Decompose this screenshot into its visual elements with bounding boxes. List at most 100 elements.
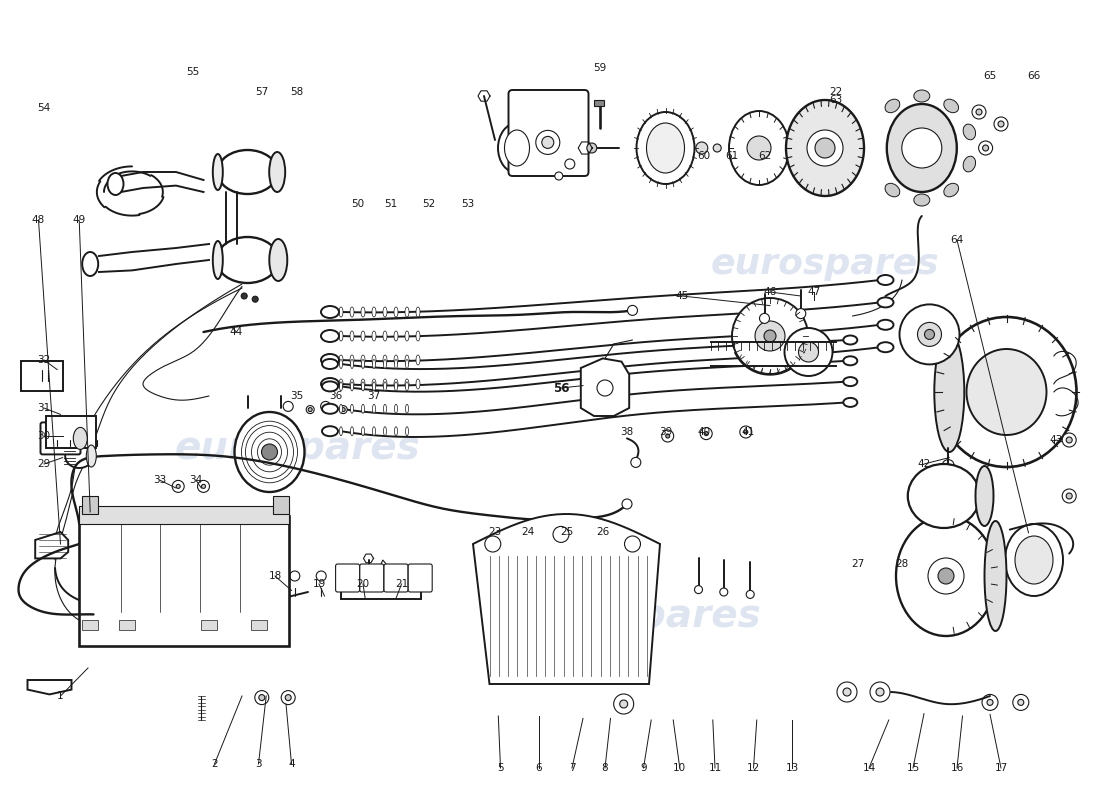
Circle shape: [900, 304, 959, 364]
Bar: [201, 620, 217, 630]
Text: 62: 62: [758, 151, 771, 161]
Text: 48: 48: [32, 215, 45, 225]
Circle shape: [597, 380, 613, 396]
Circle shape: [732, 298, 808, 374]
Ellipse shape: [878, 320, 893, 330]
Circle shape: [876, 688, 884, 696]
Circle shape: [719, 588, 728, 596]
Text: 28: 28: [895, 559, 909, 569]
Text: 38: 38: [620, 427, 634, 437]
Circle shape: [696, 142, 707, 154]
Text: 31: 31: [37, 403, 51, 413]
Polygon shape: [28, 680, 72, 694]
Text: 36: 36: [329, 391, 342, 401]
Circle shape: [917, 322, 942, 346]
Ellipse shape: [416, 307, 420, 317]
Text: 22: 22: [829, 87, 843, 97]
Text: 9: 9: [640, 763, 647, 773]
Ellipse shape: [844, 356, 857, 366]
Ellipse shape: [212, 154, 223, 190]
Polygon shape: [473, 514, 660, 684]
Circle shape: [285, 694, 292, 701]
Text: 11: 11: [708, 763, 722, 773]
Text: 14: 14: [862, 763, 876, 773]
Text: 58: 58: [290, 87, 304, 97]
Ellipse shape: [383, 355, 387, 365]
Ellipse shape: [361, 355, 365, 365]
Ellipse shape: [351, 382, 353, 391]
Text: 65: 65: [983, 71, 997, 81]
Circle shape: [554, 172, 563, 180]
Circle shape: [704, 432, 708, 435]
Circle shape: [755, 321, 785, 351]
Circle shape: [553, 526, 569, 542]
Text: 45: 45: [675, 291, 689, 301]
Text: 40: 40: [697, 427, 711, 437]
Circle shape: [984, 370, 1028, 414]
Text: 3: 3: [255, 759, 262, 769]
Text: 43: 43: [1049, 435, 1063, 445]
Ellipse shape: [383, 379, 387, 389]
Circle shape: [339, 406, 348, 414]
Ellipse shape: [406, 382, 408, 391]
Ellipse shape: [1015, 536, 1053, 584]
Ellipse shape: [218, 150, 277, 194]
Ellipse shape: [637, 112, 694, 184]
Ellipse shape: [339, 331, 343, 341]
Ellipse shape: [647, 123, 684, 173]
Circle shape: [662, 430, 673, 442]
Circle shape: [744, 430, 748, 434]
Text: 32: 32: [37, 355, 51, 365]
Circle shape: [746, 590, 755, 598]
Text: 52: 52: [422, 199, 436, 209]
Ellipse shape: [896, 516, 996, 636]
Text: 44: 44: [230, 327, 243, 337]
Bar: [82, 496, 98, 514]
Ellipse shape: [373, 426, 375, 436]
Circle shape: [308, 408, 312, 411]
Text: 61: 61: [725, 151, 738, 161]
Ellipse shape: [936, 317, 1077, 467]
Circle shape: [972, 105, 986, 119]
Ellipse shape: [944, 183, 958, 197]
Circle shape: [344, 571, 355, 581]
Ellipse shape: [395, 382, 397, 391]
Ellipse shape: [321, 330, 339, 342]
Ellipse shape: [384, 382, 386, 391]
Ellipse shape: [372, 355, 376, 365]
Circle shape: [1013, 694, 1028, 710]
Text: 60: 60: [697, 151, 711, 161]
Text: 66: 66: [1027, 71, 1041, 81]
Ellipse shape: [322, 404, 338, 414]
Ellipse shape: [372, 307, 376, 317]
Text: 47: 47: [807, 287, 821, 297]
Bar: [251, 620, 266, 630]
Circle shape: [982, 145, 989, 151]
Circle shape: [306, 406, 315, 414]
Ellipse shape: [383, 331, 387, 341]
Ellipse shape: [339, 355, 343, 365]
Circle shape: [943, 459, 954, 471]
Text: 49: 49: [73, 215, 86, 225]
Text: 15: 15: [906, 763, 920, 773]
Ellipse shape: [384, 426, 386, 436]
Circle shape: [843, 688, 851, 696]
Text: eurospares: eurospares: [711, 247, 939, 281]
Circle shape: [994, 117, 1008, 131]
Ellipse shape: [844, 335, 857, 345]
Circle shape: [173, 480, 184, 492]
Ellipse shape: [395, 359, 397, 369]
Ellipse shape: [505, 130, 529, 166]
Text: eurospares: eurospares: [515, 597, 761, 635]
Text: 25: 25: [560, 527, 573, 537]
Ellipse shape: [217, 237, 278, 283]
Ellipse shape: [350, 331, 354, 341]
Circle shape: [666, 434, 670, 438]
Ellipse shape: [321, 354, 339, 366]
Circle shape: [201, 484, 206, 488]
Ellipse shape: [406, 404, 408, 414]
Ellipse shape: [964, 124, 976, 140]
Circle shape: [799, 342, 818, 362]
Circle shape: [928, 558, 964, 594]
Text: 21: 21: [395, 579, 408, 589]
